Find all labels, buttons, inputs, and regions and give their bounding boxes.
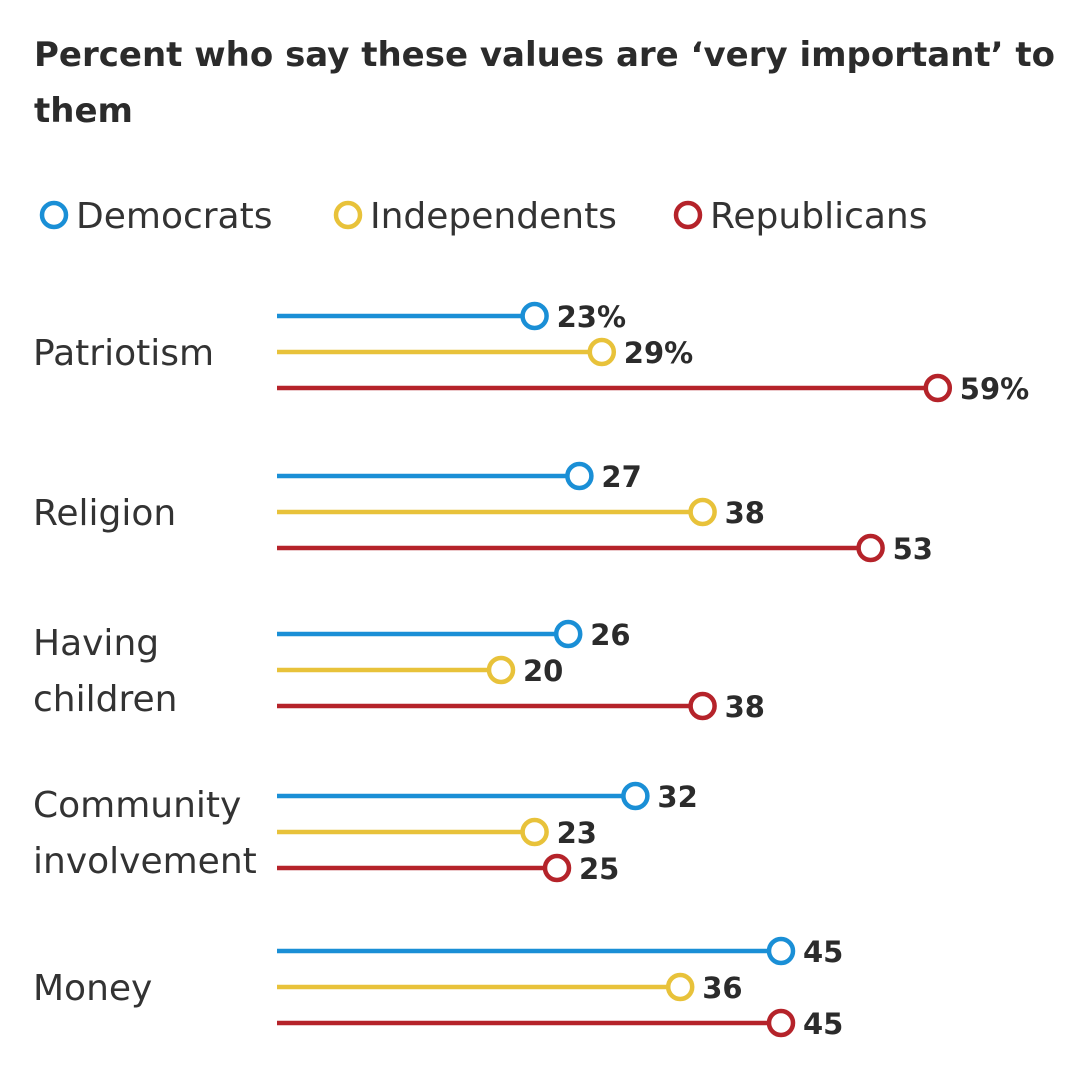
category-label-having-children: Having children [33,623,177,720]
category-label-line: Money [33,968,152,1009]
category-label-religion: Religion [33,493,176,534]
data-point-money-democrats [766,936,796,966]
category-label-patriotism: Patriotism [33,333,214,374]
legend: Democrats Independents Republicans [39,196,928,237]
plot-area: Patriotism 23%29% 59% Religion 27 38 53 Having c… [33,300,1029,1041]
value-label-community-involvement-democrats: 32 [657,780,697,814]
legend-marker-republicans [673,200,703,230]
data-point-patriotism-independents [587,337,617,367]
category-label-line: Having [33,623,159,664]
value-label-money-democrats: 45 [803,935,843,969]
category-label-money: Money [33,968,152,1009]
data-point-community-involvement-republicans [542,853,572,883]
category-label-line: Community [33,785,241,826]
data-point-community-involvement-democrats [621,781,650,811]
legend-label-independents: Independents [370,196,617,237]
category-label-line: involvement [33,841,257,882]
value-label-having-children-republicans: 38 [725,690,765,724]
data-point-patriotism-democrats [520,301,549,331]
category-label-community-involvement: Community involvement [33,785,257,882]
legend-label-democrats: Democrats [76,196,273,237]
data-point-having-children-independents [486,655,516,685]
data-point-community-involvement-independents [520,817,549,847]
value-label-having-children-independents: 20 [523,654,563,688]
value-label-patriotism-democrats: 23% [557,300,626,334]
data-point-religion-democrats [565,461,594,491]
chart-title-line-1: Percent who say these values are ‘very i… [34,35,1055,75]
value-label-community-involvement-republicans: 25 [579,852,619,886]
chart-title-line-2: them [34,91,133,131]
category-label-line: Patriotism [33,333,214,374]
value-label-community-involvement-independents: 23 [557,816,597,850]
category-label-line: children [33,679,177,720]
legend-label-republicans: Republicans [710,196,928,237]
value-label-money-independents: 36 [702,971,742,1005]
value-label-patriotism-independents: 29% [624,336,693,370]
value-label-religion-independents: 38 [725,496,765,530]
value-label-having-children-democrats: 26 [590,618,630,652]
value-label-religion-democrats: 27 [601,460,641,494]
data-point-having-children-democrats [553,619,583,649]
data-point-religion-republicans [856,533,885,563]
data-point-money-republicans [766,1008,796,1038]
data-point-patriotism-republicans [923,373,953,403]
value-label-money-republicans: 45 [803,1007,843,1041]
data-point-religion-independents [688,497,717,527]
legend-marker-democrats [39,200,69,230]
legend-marker-independents [333,200,363,230]
data-point-money-independents [665,972,695,1002]
category-label-line: Religion [33,493,176,534]
value-label-religion-republicans: 53 [893,532,933,566]
chart-title: Percent who say these values are ‘very i… [34,35,1067,131]
data-point-having-children-republicans [688,691,717,721]
value-label-patriotism-republicans: 59% [960,372,1029,406]
